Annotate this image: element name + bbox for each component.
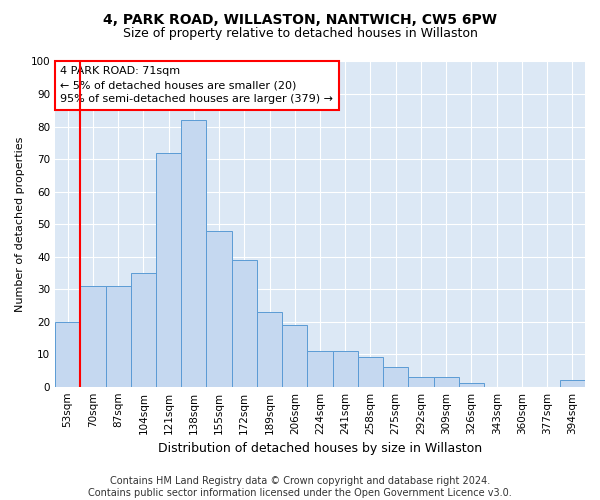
Bar	[434, 377, 459, 386]
Bar	[358, 358, 383, 386]
Bar	[560, 380, 585, 386]
Text: 4 PARK ROAD: 71sqm
← 5% of detached houses are smaller (20)
95% of semi-detached: 4 PARK ROAD: 71sqm ← 5% of detached hous…	[61, 66, 334, 104]
Bar	[383, 367, 409, 386]
Text: Size of property relative to detached houses in Willaston: Size of property relative to detached ho…	[122, 28, 478, 40]
Bar	[181, 120, 206, 386]
Bar	[106, 286, 131, 386]
Bar	[409, 377, 434, 386]
Bar	[257, 312, 282, 386]
Bar	[156, 152, 181, 386]
Bar	[232, 260, 257, 386]
Y-axis label: Number of detached properties: Number of detached properties	[15, 136, 25, 312]
Bar	[307, 351, 332, 386]
Bar	[55, 322, 80, 386]
Bar	[282, 325, 307, 386]
Bar	[459, 384, 484, 386]
X-axis label: Distribution of detached houses by size in Willaston: Distribution of detached houses by size …	[158, 442, 482, 455]
Bar	[206, 230, 232, 386]
Text: 4, PARK ROAD, WILLASTON, NANTWICH, CW5 6PW: 4, PARK ROAD, WILLASTON, NANTWICH, CW5 6…	[103, 12, 497, 26]
Text: Contains HM Land Registry data © Crown copyright and database right 2024.
Contai: Contains HM Land Registry data © Crown c…	[88, 476, 512, 498]
Bar	[131, 273, 156, 386]
Bar	[332, 351, 358, 386]
Bar	[80, 286, 106, 386]
